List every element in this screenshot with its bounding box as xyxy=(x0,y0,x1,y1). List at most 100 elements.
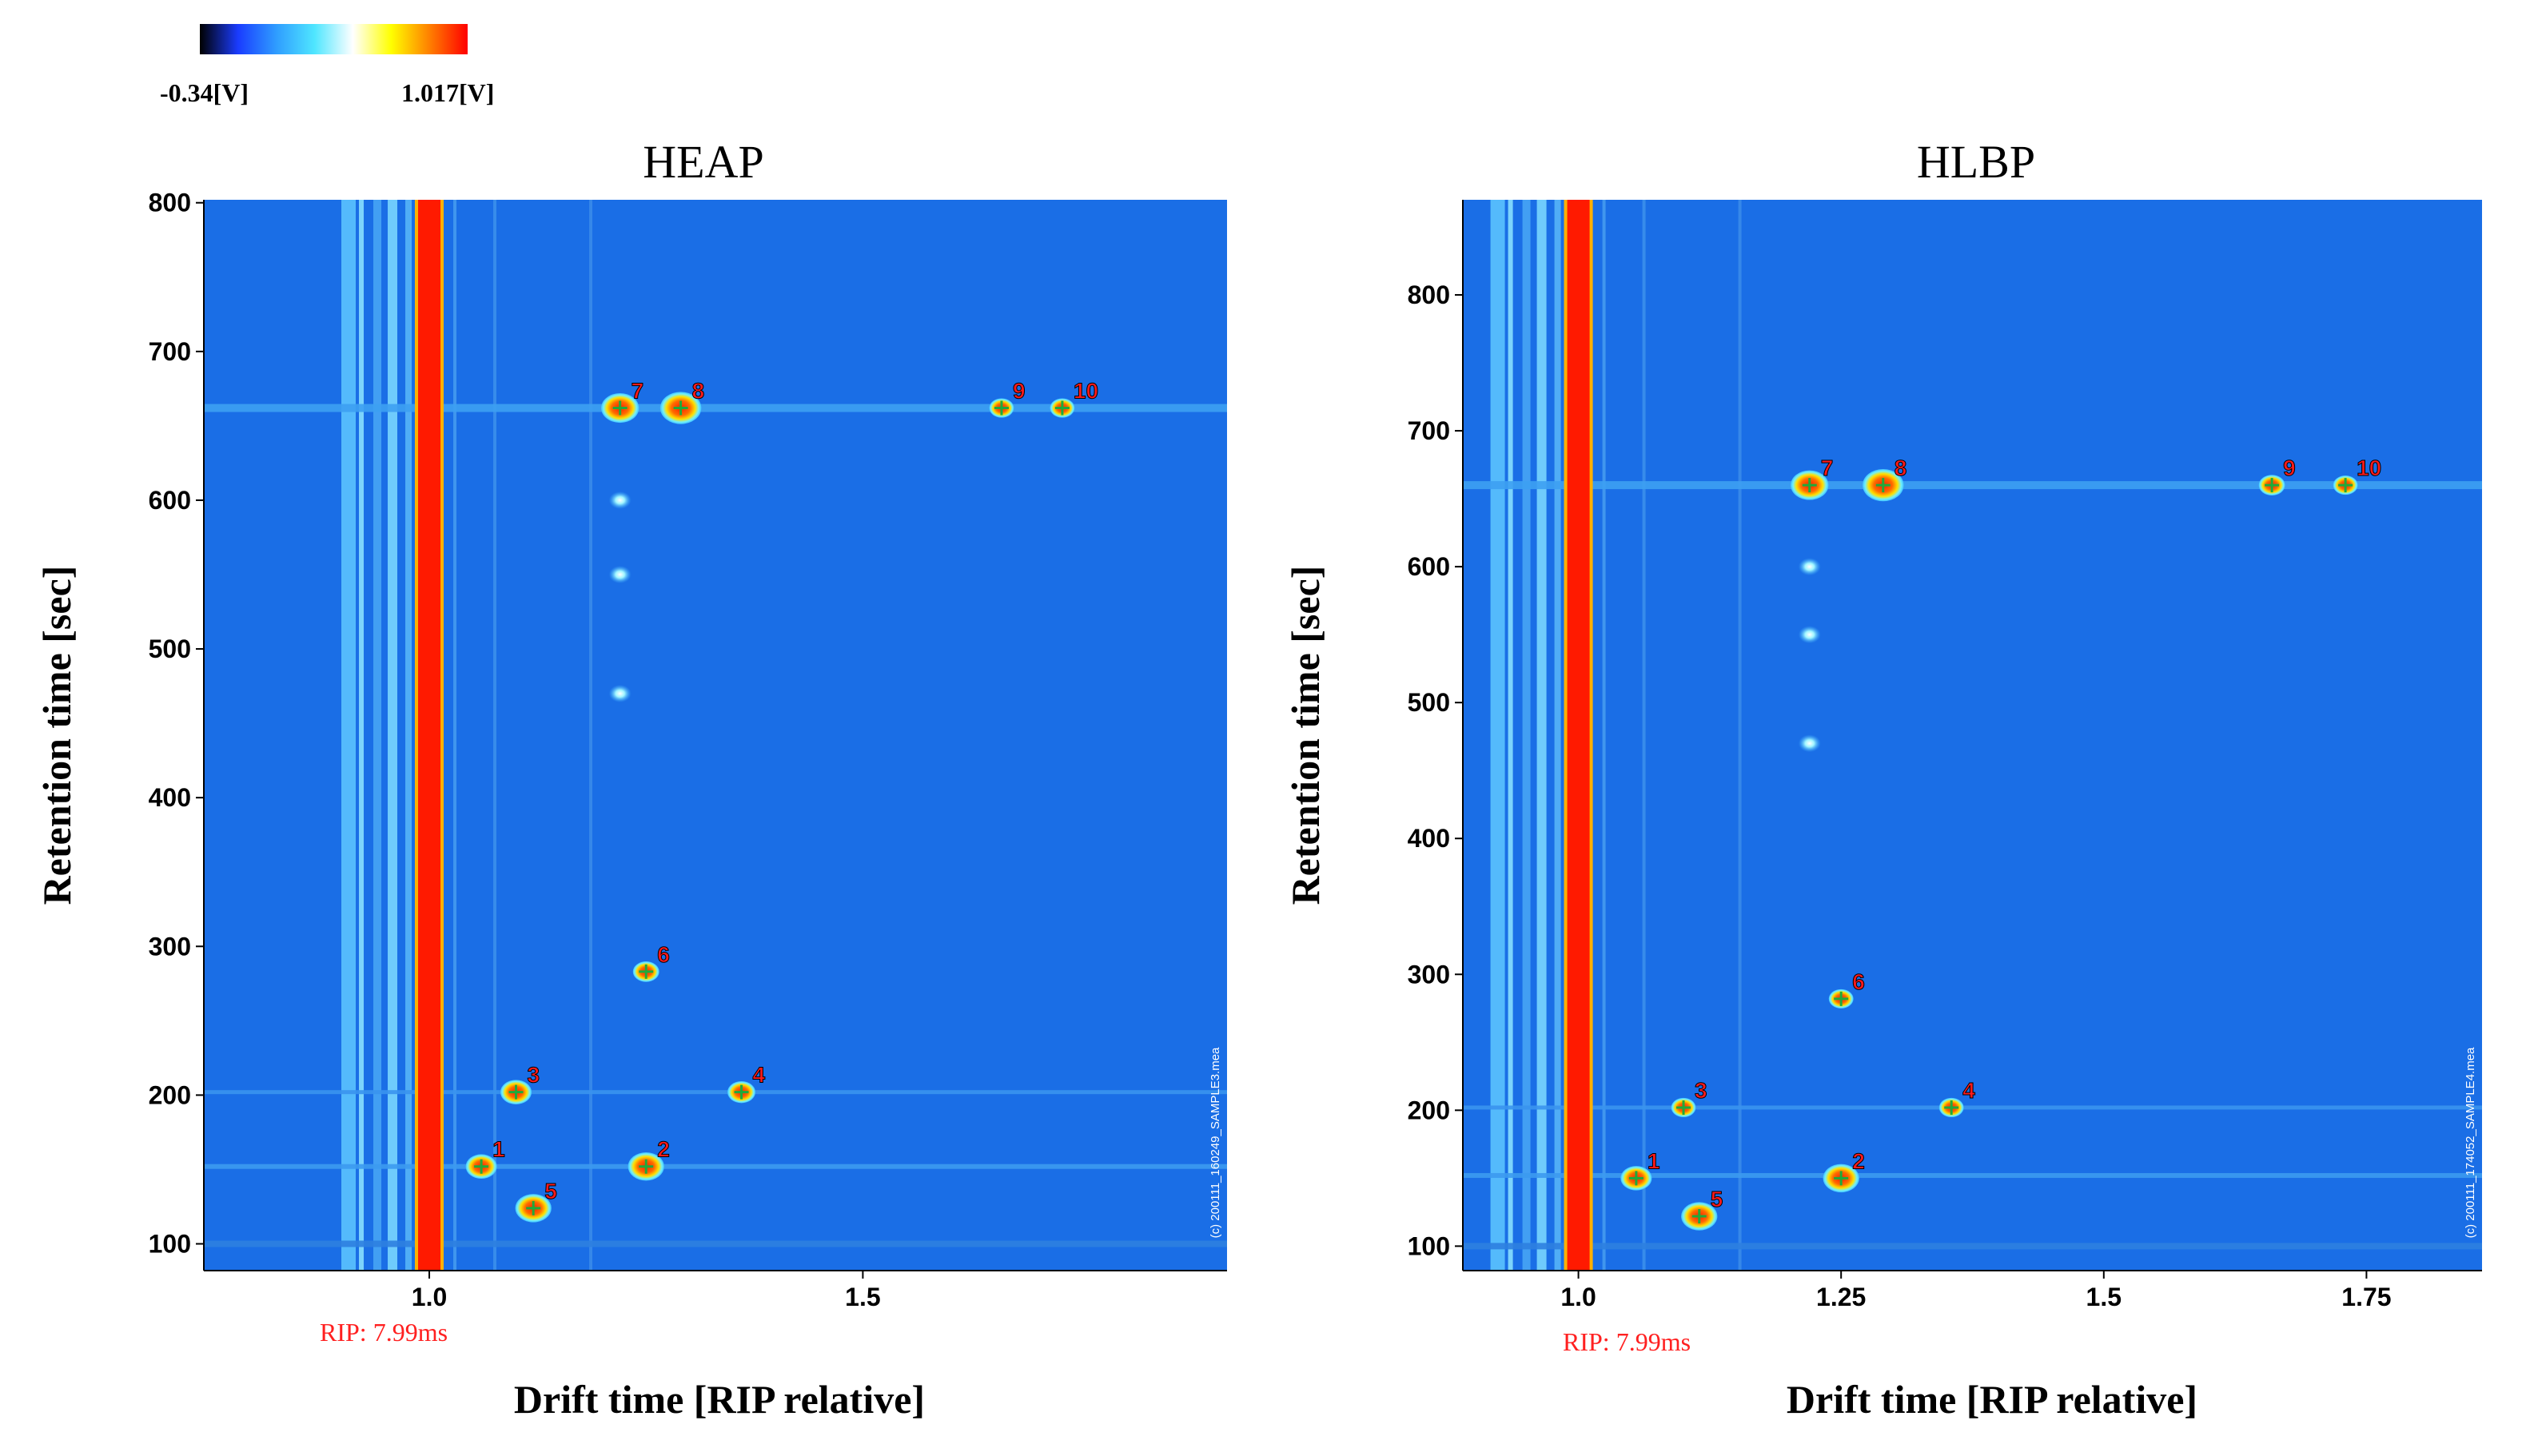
peak-label: 8 xyxy=(1894,455,1907,480)
heap-panel: 1 2 3 4 5 6 7 8 9 10 (c) 200111_160249_SAMPLE3.mea… xyxy=(34,136,1227,1422)
x-tick-label: 1.5 xyxy=(845,1283,880,1311)
peak-label: 2 xyxy=(657,1137,670,1162)
peak-label: 7 xyxy=(632,379,644,404)
peak-9 xyxy=(2258,475,2285,495)
peak-marker xyxy=(2265,478,2280,493)
x-axis-label: Drift time [RIP relative] xyxy=(514,1377,925,1422)
background-streak xyxy=(1642,200,1646,1271)
y-tick-label: 800 xyxy=(1408,280,1450,309)
peak-4 xyxy=(727,1080,756,1104)
secondary-spot xyxy=(608,684,632,702)
secondary-spot xyxy=(1798,734,1821,753)
peak-label: 10 xyxy=(2357,455,2381,480)
x-axis-label: Drift time [RIP relative] xyxy=(1787,1377,2197,1422)
axes: 100 200 300 400 500 600 700 800 1.0 1.5 xyxy=(149,189,1227,1311)
peak-marker xyxy=(1054,400,1070,416)
peak-marker xyxy=(508,1084,524,1100)
y-tick-label: 200 xyxy=(1408,1096,1450,1124)
colorbar: -0.34[V] 1.017[V] xyxy=(160,24,494,107)
colorbar-gradient xyxy=(200,24,468,54)
y-tick-label: 400 xyxy=(1408,824,1450,853)
peak-2 xyxy=(628,1152,664,1181)
y-tick-label: 700 xyxy=(149,337,191,366)
background-band xyxy=(204,1090,1227,1095)
peak-10 xyxy=(1050,398,1075,418)
peak-1 xyxy=(465,1154,497,1180)
peak-3 xyxy=(1671,1097,1696,1117)
plot-area: 1 2 3 4 5 6 7 8 9 10 (c) 200111_174052_SAMPLE4.mea… xyxy=(1408,200,2482,1311)
peak-label: 2 xyxy=(1852,1148,1865,1173)
peak-marker xyxy=(612,400,628,416)
background-streak xyxy=(405,200,412,1271)
peak-6 xyxy=(1828,989,1854,1008)
secondary-spot xyxy=(1798,626,1821,644)
peak-label: 7 xyxy=(1821,455,1834,480)
chart-title: HEAP xyxy=(643,136,763,188)
secondary-spot xyxy=(608,566,632,583)
peak-label: 9 xyxy=(1013,379,1026,404)
peak-2 xyxy=(1823,1164,1859,1193)
peak-marker xyxy=(994,400,1009,416)
peak-marker xyxy=(1834,991,1849,1006)
x-tick-label: 1.0 xyxy=(1560,1283,1596,1311)
background-band xyxy=(204,1240,1227,1247)
peak-marker xyxy=(734,1084,749,1100)
sample-filename: (c) 200111_160249_SAMPLE3.mea xyxy=(1209,1047,1222,1238)
peak-5 xyxy=(1681,1202,1718,1231)
x-tick-label: 1.0 xyxy=(412,1283,447,1311)
y-tick-label: 300 xyxy=(1408,960,1450,989)
secondary-spot xyxy=(1798,558,1821,576)
peak-label: 10 xyxy=(1074,379,1098,404)
axes: 100 200 300 400 500 600 700 800 1.0 1.25 1.5 1.75 xyxy=(1408,200,2482,1311)
background-band xyxy=(1463,1105,2482,1110)
y-tick-label: 200 xyxy=(149,1080,191,1109)
peak-5 xyxy=(515,1194,552,1223)
peak-marker xyxy=(1944,1100,1959,1115)
peak-label: 5 xyxy=(1711,1187,1723,1211)
peak-marker xyxy=(1676,1100,1691,1115)
y-tick-label: 800 xyxy=(149,189,191,217)
sample-filename: (c) 200111_174052_SAMPLE4.mea xyxy=(2464,1047,2477,1238)
background-streak xyxy=(589,200,593,1271)
rip-column xyxy=(418,200,441,1271)
y-axis-label: Retention time [sec] xyxy=(1283,566,1328,905)
peak-10 xyxy=(2333,475,2358,495)
background-streak xyxy=(1738,200,1742,1271)
y-tick-label: 100 xyxy=(149,1230,191,1259)
secondary-spot xyxy=(608,491,632,509)
heatmap-field xyxy=(1463,200,2482,1271)
background-streak xyxy=(453,200,457,1271)
y-tick-label: 700 xyxy=(1408,416,1450,445)
colorbar-max-label: 1.017[V] xyxy=(401,78,494,107)
background-streak xyxy=(1554,200,1561,1271)
y-axis-label: Retention time [sec] xyxy=(34,566,79,905)
peak-marker xyxy=(2338,478,2353,493)
background-band xyxy=(1463,481,2482,490)
x-tick-label: 1.5 xyxy=(2086,1283,2122,1311)
y-tick-label: 100 xyxy=(1408,1231,1450,1260)
heatmap-background xyxy=(1463,200,2482,1271)
peak-3 xyxy=(500,1080,532,1104)
background-streak xyxy=(1536,200,1547,1271)
peak-4 xyxy=(1938,1097,1964,1117)
peak-marker xyxy=(1802,478,1817,493)
peak-8 xyxy=(1863,468,1904,502)
peak-label: 5 xyxy=(544,1179,557,1203)
peak-label: 3 xyxy=(528,1063,540,1088)
rip-annotation: RIP: 7.99ms xyxy=(1563,1327,1691,1356)
x-tick-label: 1.25 xyxy=(1816,1283,1866,1311)
background-streak xyxy=(1602,200,1606,1271)
background-streak xyxy=(373,200,382,1271)
rip-column xyxy=(1567,200,1590,1271)
heatmap-background xyxy=(204,200,1227,1271)
peak-6 xyxy=(632,961,659,982)
background-band xyxy=(1463,1243,2482,1250)
peak-7 xyxy=(1791,470,1829,500)
peak-9 xyxy=(989,398,1014,418)
x-tick-label: 1.75 xyxy=(2341,1283,2391,1311)
y-tick-label: 600 xyxy=(1408,552,1450,581)
peak-marker xyxy=(1691,1208,1707,1223)
background-streak xyxy=(388,200,398,1271)
peak-label: 6 xyxy=(657,942,670,967)
